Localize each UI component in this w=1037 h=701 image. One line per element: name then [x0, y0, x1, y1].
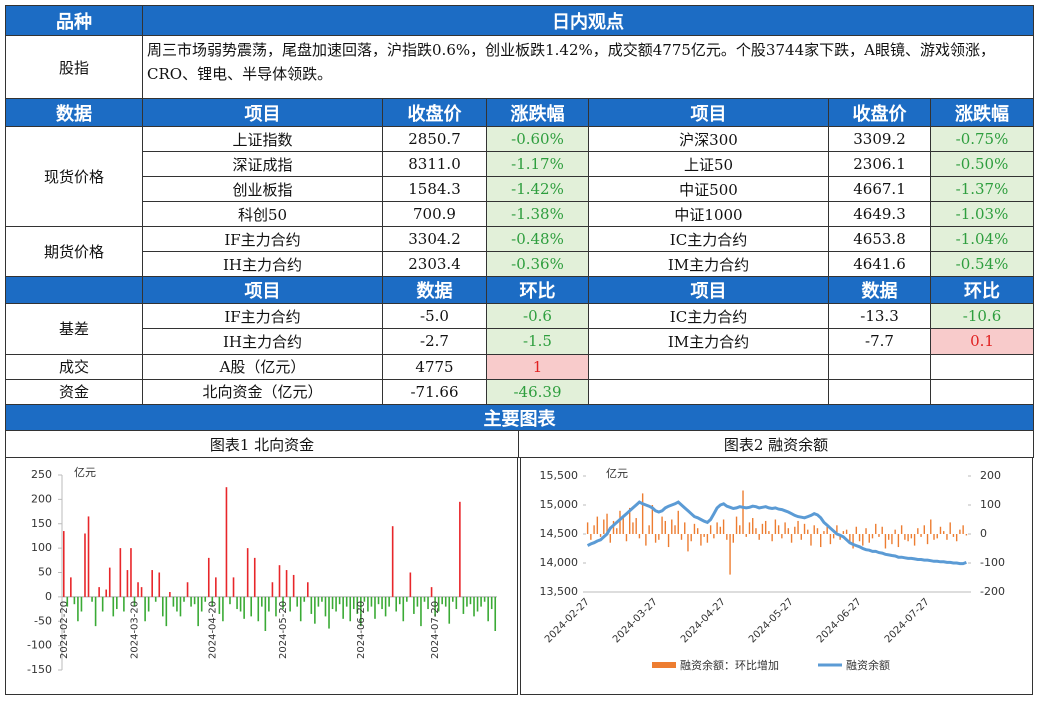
table-cell: 2306.1 [828, 151, 931, 177]
change-cell: -1.04% [930, 226, 1034, 252]
header-cell: 收盘价 [828, 98, 931, 127]
table-cell: -13.3 [828, 303, 931, 330]
change-cell: -1.5 [486, 328, 589, 355]
table-cell: 1584.3 [382, 176, 487, 202]
table-cell: IF主力合约 [142, 303, 383, 330]
table-cell: IM主力合约 [588, 328, 829, 355]
table-cell: 中证1000 [588, 201, 829, 227]
table-cell: 4649.3 [828, 201, 931, 227]
change-cell: -0.36% [486, 251, 589, 277]
change-cell: -0.6 [486, 303, 589, 330]
table-cell: 中证500 [588, 176, 829, 202]
table-cell: IH主力合约 [142, 251, 383, 277]
chart-title: 图表1 北向资金 [5, 430, 519, 458]
table-cell [828, 378, 931, 405]
section-title: 主要图表 [5, 404, 1034, 431]
table-cell: 4653.8 [828, 226, 931, 252]
table-cell: -7.7 [828, 328, 931, 355]
overview-text: 周三市场弱势震荡，尾盘加速回落，沪指跌0.6%，创业板跌1.42%，成交额477… [142, 35, 1034, 99]
header-cell: 项目 [588, 276, 829, 304]
table-cell: 创业板指 [142, 176, 383, 202]
table-cell: -5.0 [382, 303, 487, 330]
change-cell: -0.60% [486, 126, 589, 152]
table-cell: IH主力合约 [142, 328, 383, 355]
table-cell: 3304.2 [382, 226, 487, 252]
table-cell [828, 353, 931, 380]
header-cell: 环比 [930, 276, 1034, 304]
table-cell: 4667.1 [828, 176, 931, 202]
header-cell: 收盘价 [382, 98, 487, 127]
group-label: 现货价格 [5, 126, 143, 227]
table-cell: IM主力合约 [588, 251, 829, 277]
header-cell: 环比 [486, 276, 589, 304]
group-label: 资金 [5, 378, 143, 405]
header-cell [5, 276, 143, 304]
header-cell: 日内观点 [142, 5, 1034, 36]
chart-title: 图表2 融资余额 [518, 430, 1034, 458]
change-cell: 1 [486, 353, 589, 380]
row-label: 股指 [5, 35, 143, 99]
table-cell: 2850.7 [382, 126, 487, 152]
table-cell: 700.9 [382, 201, 487, 227]
group-label: 基差 [5, 303, 143, 355]
header-cell: 数据 [828, 276, 931, 304]
change-cell: 0.1 [930, 328, 1034, 355]
change-cell [930, 353, 1034, 380]
table-cell: 8311.0 [382, 151, 487, 177]
change-cell: -0.50% [930, 151, 1034, 177]
table-cell: IC主力合约 [588, 226, 829, 252]
table-cell: 3309.2 [828, 126, 931, 152]
chart-frame [5, 457, 518, 695]
table-cell: 深证成指 [142, 151, 383, 177]
change-cell: -0.48% [486, 226, 589, 252]
header-cell: 数据 [382, 276, 487, 304]
table-cell: 2303.4 [382, 251, 487, 277]
table-cell: 沪深300 [588, 126, 829, 152]
chart-frame [520, 457, 1033, 695]
table-cell: -71.66 [382, 378, 487, 405]
table-cell [588, 378, 829, 405]
table-cell: A股（亿元） [142, 353, 383, 380]
table-cell: 上证50 [588, 151, 829, 177]
header-cell: 涨跌幅 [930, 98, 1034, 127]
change-cell: -10.6 [930, 303, 1034, 330]
change-cell: -1.17% [486, 151, 589, 177]
change-cell: -1.37% [930, 176, 1034, 202]
header-cell: 项目 [142, 98, 383, 127]
group-label: 期货价格 [5, 226, 143, 277]
table-cell: 上证指数 [142, 126, 383, 152]
table-cell: 4641.6 [828, 251, 931, 277]
change-cell: -1.42% [486, 176, 589, 202]
table-cell: 北向资金（亿元） [142, 378, 383, 405]
table-cell: 科创50 [142, 201, 383, 227]
group-label: 成交 [5, 353, 143, 380]
change-cell: -46.39 [486, 378, 589, 405]
change-cell: -1.38% [486, 201, 589, 227]
change-cell [930, 378, 1034, 405]
header-cell: 涨跌幅 [486, 98, 589, 127]
table-cell: IC主力合约 [588, 303, 829, 330]
header-cell: 数据 [5, 98, 143, 127]
table-cell: 4775 [382, 353, 487, 380]
header-cell: 项目 [142, 276, 383, 304]
header-cell: 项目 [588, 98, 829, 127]
header-cell: 品种 [5, 5, 143, 36]
table-cell [588, 353, 829, 380]
change-cell: -0.75% [930, 126, 1034, 152]
change-cell: -1.03% [930, 201, 1034, 227]
table-cell: IF主力合约 [142, 226, 383, 252]
table-cell: -2.7 [382, 328, 487, 355]
change-cell: -0.54% [930, 251, 1034, 277]
